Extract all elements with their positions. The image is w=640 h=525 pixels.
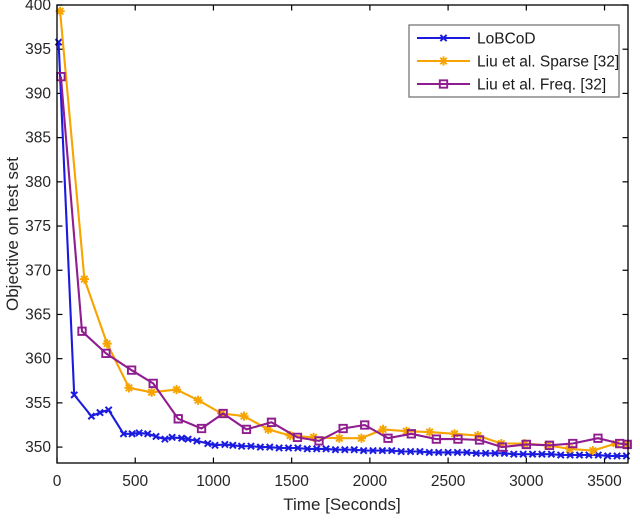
svg-text:380: 380	[25, 174, 51, 191]
legend-label: LoBCoD	[477, 31, 536, 48]
svg-text:370: 370	[25, 262, 51, 279]
svg-text:400: 400	[25, 0, 51, 14]
series-line-lobcod	[57, 42, 627, 457]
legend-marker-asterisk-icon	[438, 56, 449, 66]
svg-text:350: 350	[25, 439, 51, 456]
legend-item-lobcod: LoBCoD	[417, 31, 536, 48]
svg-text:2500: 2500	[431, 473, 466, 490]
svg-text:3500: 3500	[587, 473, 622, 490]
series-markers-liu-et-al-freq-32	[56, 71, 632, 452]
x-axis-title: Time [Seconds]	[283, 495, 400, 514]
svg-text:2000: 2000	[353, 473, 388, 490]
svg-text:390: 390	[25, 85, 51, 102]
svg-text:3000: 3000	[509, 473, 544, 490]
legend: LoBCoD Liu et al. Sparse [32] Liu et al. F…	[408, 24, 620, 98]
y-axis-title: Objective on test set	[3, 157, 22, 311]
svg-text:0: 0	[53, 473, 62, 490]
x-axis-labels: 0 500 1000 1500 2000 2500 3000 3500	[53, 473, 622, 490]
legend-item-liu-et-al-freq-32: Liu et al. Freq. [32]	[417, 77, 606, 94]
svg-text:375: 375	[25, 218, 51, 235]
legend-label: Liu et al. Freq. [32]	[477, 77, 606, 94]
series-markers-lobcod	[54, 38, 631, 460]
svg-text:360: 360	[25, 351, 51, 368]
legend-item-liu-et-al-sparse-32: Liu et al. Sparse [32]	[417, 54, 619, 71]
plot-frame	[56, 4, 629, 464]
series-lobcod	[54, 38, 631, 460]
legend-label: Liu et al. Sparse [32]	[477, 54, 619, 71]
svg-text:355: 355	[25, 395, 51, 412]
y-axis-labels: 350 355 360 365 370 375 380 385 390 395 400	[25, 0, 51, 456]
legend-marker-square-icon	[438, 79, 449, 89]
x-axis-ticks	[56, 5, 606, 463]
series-liu-et-al-freq-32	[56, 71, 632, 452]
svg-text:500: 500	[122, 473, 148, 490]
svg-text:1500: 1500	[274, 473, 309, 490]
legend-marker-x-icon	[439, 34, 448, 42]
svg-text:1000: 1000	[196, 473, 231, 490]
svg-text:385: 385	[25, 130, 51, 147]
svg-text:395: 395	[25, 41, 51, 58]
svg-text:365: 365	[25, 306, 51, 323]
